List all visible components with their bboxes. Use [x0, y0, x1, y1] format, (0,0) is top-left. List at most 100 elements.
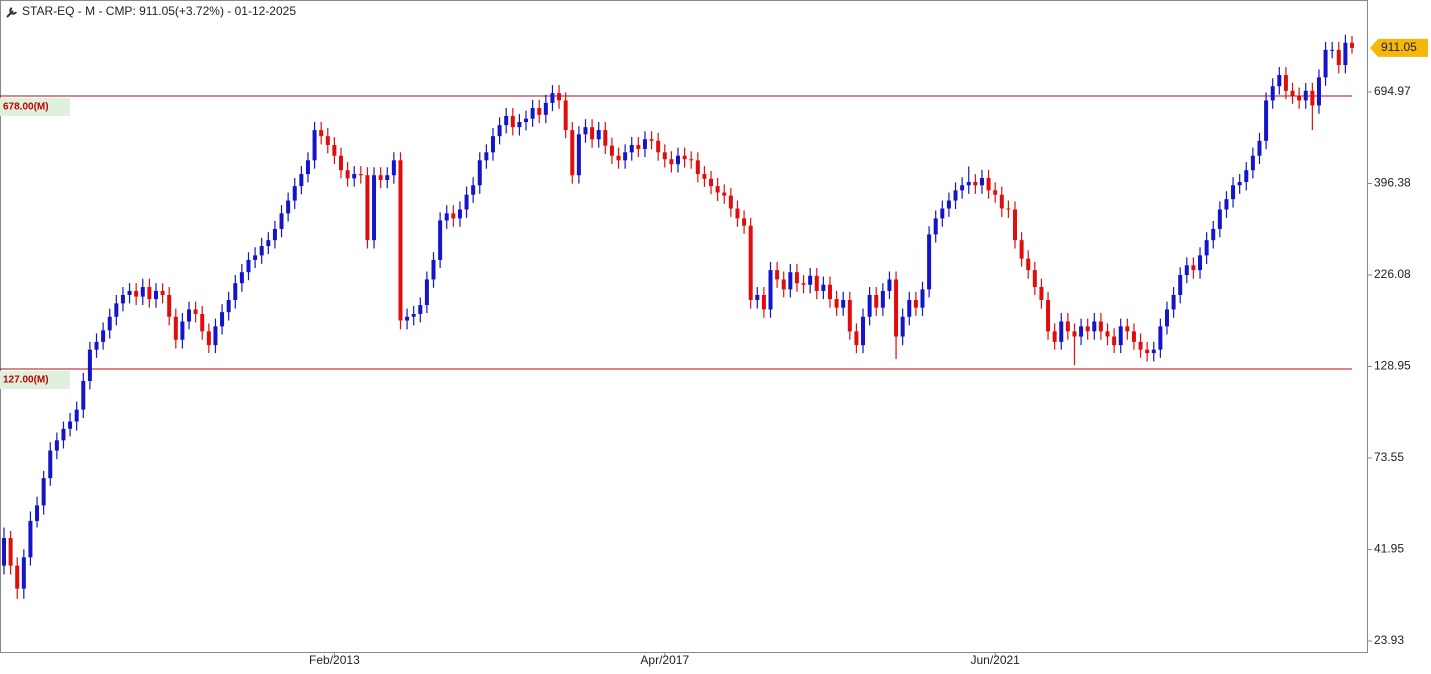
candle — [477, 152, 482, 194]
candle — [702, 166, 707, 187]
candle-body — [761, 294, 766, 310]
candle — [180, 313, 185, 349]
candle — [1052, 323, 1057, 350]
candle — [193, 301, 198, 323]
candle-body — [391, 160, 396, 176]
candle — [1039, 278, 1044, 309]
candle-body — [279, 213, 284, 229]
plot-frame — [0, 0, 1368, 653]
candle-body — [1198, 255, 1203, 271]
candle-body — [1316, 77, 1321, 106]
candle — [517, 114, 522, 136]
candle — [94, 333, 99, 358]
candle — [722, 184, 727, 204]
candle — [352, 166, 357, 187]
candle — [576, 126, 581, 184]
candle — [1079, 318, 1084, 346]
candle — [438, 212, 443, 269]
candle-body — [1231, 185, 1236, 200]
candle-body — [1323, 49, 1328, 78]
candle-body — [41, 478, 46, 506]
candle-body — [907, 299, 912, 317]
candle — [636, 137, 641, 158]
candle — [101, 322, 106, 350]
candle — [570, 122, 575, 184]
candle-body — [847, 299, 852, 332]
candle-body — [821, 284, 826, 291]
candle-body — [15, 565, 20, 589]
candle-body — [1191, 265, 1196, 271]
candle — [68, 412, 73, 437]
candle-body — [365, 175, 370, 241]
candle-body — [913, 299, 918, 308]
candle — [913, 291, 918, 316]
candle — [226, 291, 231, 321]
candle — [1006, 200, 1011, 218]
candle-body — [220, 312, 225, 327]
candle-body — [649, 139, 654, 141]
candle-body — [299, 174, 304, 187]
candle — [781, 271, 786, 298]
candle-body — [735, 208, 740, 219]
candle-body — [1303, 90, 1308, 101]
candle-body — [1171, 294, 1176, 310]
candle — [411, 305, 416, 326]
candle-body — [1013, 209, 1017, 241]
candle — [867, 287, 872, 326]
candle-body — [101, 330, 106, 342]
candle — [755, 287, 760, 309]
candle-body — [874, 294, 879, 308]
candle-body — [1330, 49, 1335, 51]
candle-body — [1052, 331, 1057, 342]
candle-body — [28, 520, 33, 558]
candle-body — [325, 136, 330, 145]
candle — [1112, 328, 1117, 354]
candle — [524, 110, 529, 131]
candle-body — [676, 155, 680, 165]
candle — [48, 442, 53, 486]
candle — [1316, 69, 1321, 114]
candle — [854, 323, 859, 354]
candle-body — [1178, 275, 1183, 295]
candle — [385, 167, 390, 189]
candle — [1224, 191, 1229, 218]
candle-body — [358, 174, 363, 176]
candle-body — [946, 200, 951, 209]
candle-body — [68, 421, 73, 429]
candle — [451, 205, 456, 227]
title-icon — [6, 7, 17, 18]
candle-body — [424, 279, 429, 306]
candle-body — [246, 259, 251, 273]
candle-body — [609, 145, 614, 156]
candle-body — [1290, 90, 1295, 96]
candle-body — [35, 505, 40, 521]
candle-body — [54, 440, 59, 451]
candle-body — [94, 341, 99, 350]
candle-body — [768, 270, 773, 310]
candle-body — [200, 313, 205, 332]
candle-body — [457, 209, 462, 219]
candle-body — [319, 130, 324, 137]
candle-body — [953, 190, 958, 201]
candle — [1026, 250, 1031, 279]
candle — [127, 283, 132, 304]
candle-body — [1138, 341, 1143, 350]
candle-body — [993, 190, 998, 195]
candle — [1178, 267, 1183, 304]
y-tick-label: 41.95 — [1374, 542, 1404, 556]
candle — [372, 167, 377, 249]
candle — [140, 278, 145, 306]
candle — [993, 182, 998, 203]
candle-body — [695, 160, 700, 175]
candle-body — [1244, 170, 1249, 183]
candle-body — [180, 321, 185, 340]
y-tick-label: 396.38 — [1374, 176, 1411, 190]
candle-body — [1065, 321, 1070, 332]
candle-body — [1264, 100, 1269, 141]
candle-body — [352, 174, 357, 179]
candle — [953, 182, 958, 209]
candle — [246, 252, 251, 281]
candle — [1145, 341, 1150, 362]
candle-body — [1270, 86, 1275, 101]
